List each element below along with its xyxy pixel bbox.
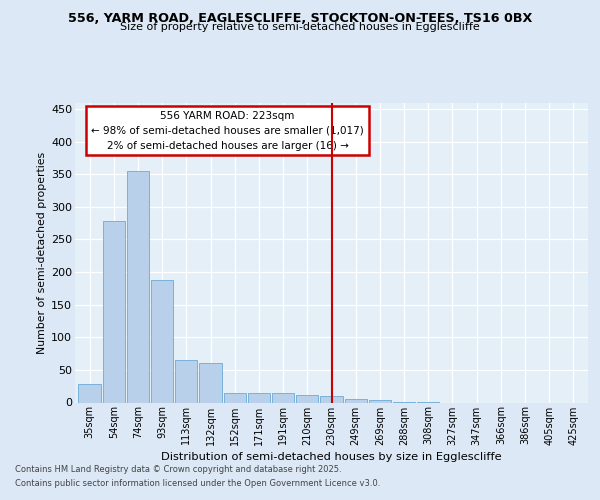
Text: 556 YARM ROAD: 223sqm
← 98% of semi-detached houses are smaller (1,017)
2% of se: 556 YARM ROAD: 223sqm ← 98% of semi-deta… <box>91 111 364 150</box>
Bar <box>369 400 391 402</box>
Bar <box>320 396 343 402</box>
Bar <box>199 364 221 403</box>
Bar <box>151 280 173 402</box>
Text: Contains public sector information licensed under the Open Government Licence v3: Contains public sector information licen… <box>15 478 380 488</box>
Text: Contains HM Land Registry data © Crown copyright and database right 2025.: Contains HM Land Registry data © Crown c… <box>15 465 341 474</box>
Bar <box>79 384 101 402</box>
X-axis label: Distribution of semi-detached houses by size in Egglescliffe: Distribution of semi-detached houses by … <box>161 452 502 462</box>
Bar <box>296 394 319 402</box>
Bar <box>175 360 197 403</box>
Bar <box>224 392 246 402</box>
Bar <box>248 392 270 402</box>
Text: 556, YARM ROAD, EAGLESCLIFFE, STOCKTON-ON-TEES, TS16 0BX: 556, YARM ROAD, EAGLESCLIFFE, STOCKTON-O… <box>68 12 532 26</box>
Y-axis label: Number of semi-detached properties: Number of semi-detached properties <box>37 152 47 354</box>
Bar <box>272 392 294 402</box>
Bar <box>344 399 367 402</box>
Bar <box>103 221 125 402</box>
Bar <box>127 171 149 402</box>
Text: Size of property relative to semi-detached houses in Egglescliffe: Size of property relative to semi-detach… <box>120 22 480 32</box>
